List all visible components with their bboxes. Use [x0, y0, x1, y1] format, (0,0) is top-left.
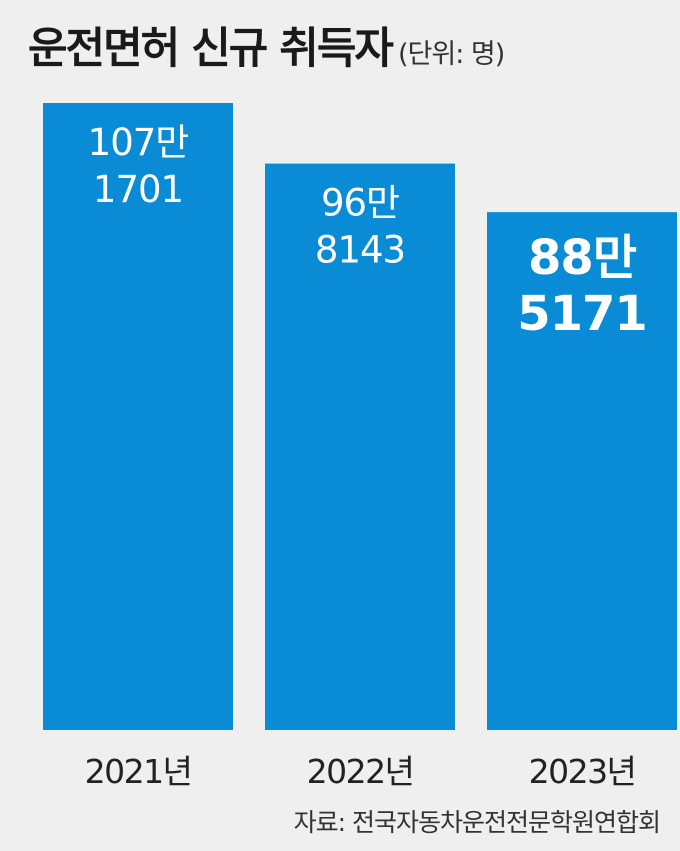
source-note: 자료: 전국자동차운전전문학원연합회	[293, 808, 661, 837]
value-label-2023년-2: 5171	[517, 286, 647, 342]
bar-2022년	[265, 163, 455, 730]
value-label-2023년-1: 88만	[528, 230, 637, 286]
x-tick-label-2023년: 2023년	[529, 752, 636, 791]
value-label-2021년-1: 107만	[88, 121, 189, 164]
value-label-2021년-2: 1701	[93, 168, 183, 211]
bar-2023년	[487, 212, 677, 730]
unit-label: (단위: 명)	[397, 39, 505, 70]
title-row: 운전면허 신규 취득자 (단위: 명)	[28, 14, 505, 76]
chart-title: 운전면허 신규 취득자	[28, 24, 394, 74]
value-label-2022년-1: 96만	[321, 182, 399, 225]
x-tick-label-2021년: 2021년	[85, 752, 192, 791]
value-label-2022년-2: 8143	[315, 229, 405, 272]
bar-2021년	[43, 103, 233, 730]
x-tick-label-2022년: 2022년	[307, 752, 414, 791]
